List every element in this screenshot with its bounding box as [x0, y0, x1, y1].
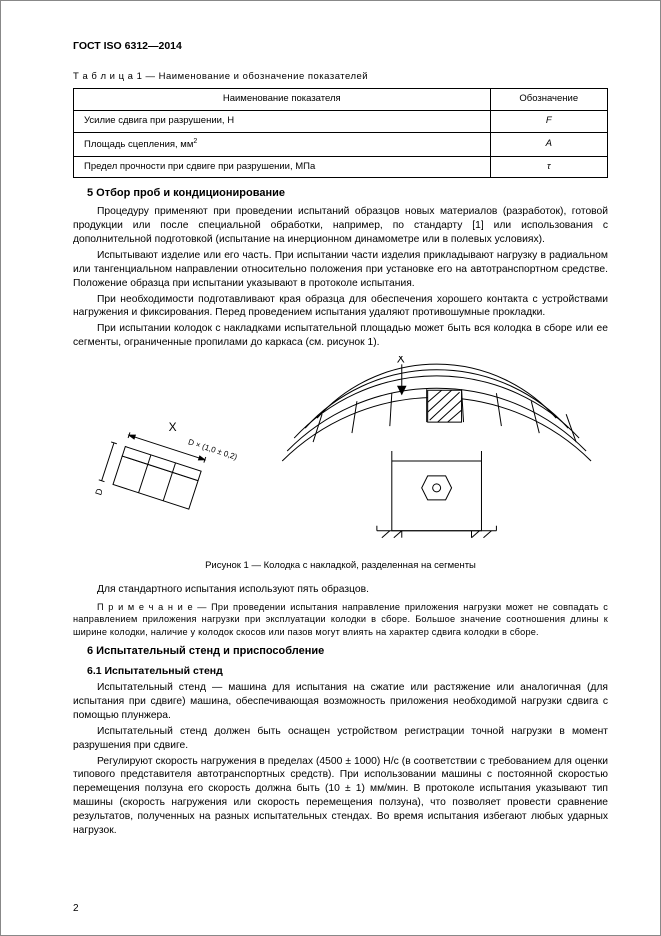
note: П р и м е ч а н и е — При проведении исп… [73, 601, 608, 638]
section6-title: 6 Испытательный стенд и приспособление [87, 644, 608, 659]
table-row: Усилие сдвига при разрушении, Н F [74, 110, 608, 132]
figure-caption: Рисунок 1 — Колодка с накладкой, разделе… [73, 560, 608, 573]
cell-name: Площадь сцепления, мм2 [74, 132, 491, 156]
label-x-left: X [169, 420, 177, 434]
sec5-p2: Испытывают изделие или его часть. При ис… [73, 249, 608, 291]
label-x-right: X [397, 356, 405, 365]
dim-d: D [93, 487, 105, 497]
page-number: 2 [73, 902, 79, 916]
section6-1-title: 6.1 Испытательный стенд [87, 664, 608, 678]
cell-name: Усилие сдвига при разрушении, Н [74, 110, 491, 132]
table-caption: Т а б л и ц а 1 — Наименование и обознач… [73, 71, 608, 84]
table-row: Площадь сцепления, мм2 A [74, 132, 608, 156]
doc-id: ГОСТ ISO 6312—2014 [73, 39, 608, 53]
cell-sym: τ [490, 156, 607, 178]
figure-svg: X D D × (1,0 ± 0,2) [73, 356, 608, 556]
sec5-p1: Процедуру применяют при проведении испыт… [73, 205, 608, 247]
sec5-p3: При необходимости подготавливают края об… [73, 293, 608, 321]
sec6-p1: Испытательный стенд — машина для испытан… [73, 681, 608, 723]
th-sym: Обозначение [490, 88, 607, 110]
table-row: Предел прочности при сдвиге при разрушен… [74, 156, 608, 178]
th-name: Наименование показателя [74, 88, 491, 110]
post-figure-text: Для стандартного испытания используют пя… [73, 583, 608, 597]
cell-sym: F [490, 110, 607, 132]
sec6-p2: Испытательный стенд должен быть оснащен … [73, 725, 608, 753]
dim-label: D × (1,0 ± 0,2) [187, 438, 239, 462]
section5-title: 5 Отбор проб и кондиционирование [87, 186, 608, 201]
cell-name: Предел прочности при сдвиге при разрушен… [74, 156, 491, 178]
figure-1: X D D × (1,0 ± 0,2) [73, 356, 608, 556]
indicators-table: Наименование показателя Обозначение Усил… [73, 88, 608, 178]
cell-sym: A [490, 132, 607, 156]
sec6-p3: Регулируют скорость нагружения в предела… [73, 755, 608, 838]
sec5-p4: При испытании колодок с накладками испыт… [73, 322, 608, 350]
page: ГОСТ ISO 6312—2014 Т а б л и ц а 1 — Наи… [0, 0, 661, 936]
